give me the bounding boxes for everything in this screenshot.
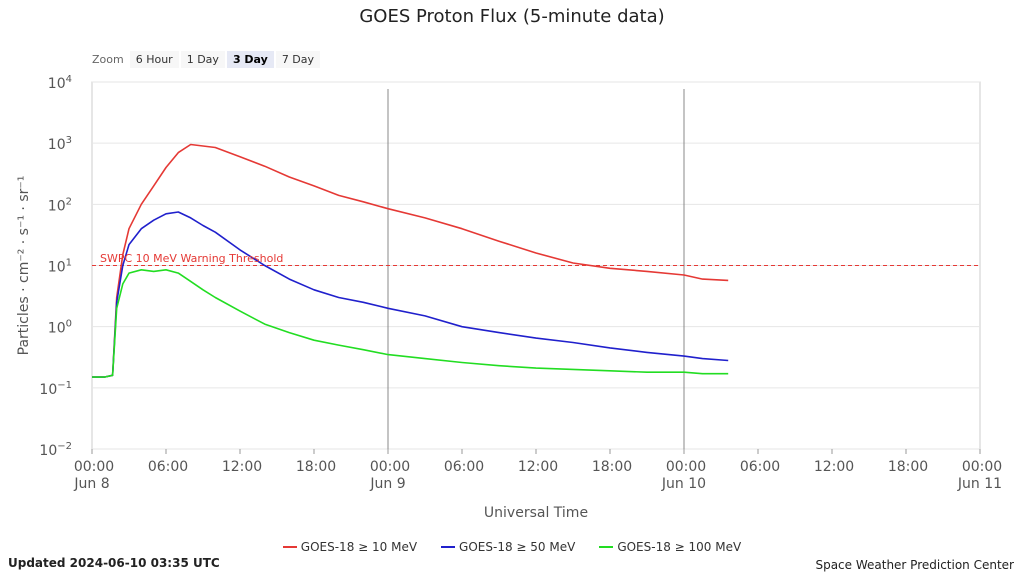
zoom-bar: Zoom 6 Hour 1 Day 3 Day 7 Day [92, 50, 322, 68]
zoom-3-day-button[interactable]: 3 Day [226, 50, 274, 68]
x-tick-label: 00:00 [962, 459, 1002, 475]
zoom-6-hour-button[interactable]: 6 Hour [129, 50, 179, 68]
legend-swatch [441, 546, 456, 548]
legend-label: GOES-18 ≥ 100 MeV [617, 540, 742, 554]
x-tick-label: 18:00 [888, 459, 928, 475]
zoom-7-day-button[interactable]: 7 Day [275, 50, 321, 68]
legend-label: GOES-18 ≥ 10 MeV [300, 540, 418, 554]
legend: GOES-18 ≥ 10 MeV GOES-18 ≥ 50 MeV GOES-1… [0, 540, 1024, 554]
y-tick-label: 102 [48, 196, 72, 214]
x-tick-label: 18:00 [296, 459, 336, 475]
x-tick-date-label: Jun 11 [957, 476, 1002, 492]
y-tick-label: 100 [48, 319, 72, 337]
x-tick-label: 00:00 [74, 459, 114, 475]
x-tick-label: 06:00 [740, 459, 780, 475]
x-tick-date-label: Jun 9 [369, 476, 405, 492]
series-line-1 [92, 211, 729, 378]
x-tick-date-label: Jun 8 [73, 476, 109, 492]
y-tick-label: 10−2 [39, 441, 72, 459]
x-tick-label: 12:00 [518, 459, 558, 475]
x-axis-label: Universal Time [484, 505, 588, 521]
series-lines [92, 143, 729, 378]
x-tick-label: 12:00 [222, 459, 262, 475]
y-axis-label: Particles · cm⁻² · s⁻¹ · sr⁻¹ [16, 176, 32, 356]
series-line-0 [92, 143, 729, 378]
y-tick-label: 104 [48, 74, 72, 92]
credit-text: Space Weather Prediction Center [815, 558, 1014, 572]
legend-item-10mev[interactable]: GOES-18 ≥ 10 MeV [282, 540, 418, 554]
x-tick-label: 00:00 [666, 459, 706, 475]
legend-swatch [282, 546, 297, 548]
x-tick-label: 00:00 [370, 459, 410, 475]
x-tick-label: 06:00 [148, 459, 188, 475]
legend-item-100mev[interactable]: GOES-18 ≥ 100 MeV [599, 540, 741, 554]
chart-title: GOES Proton Flux (5-minute data) [359, 6, 665, 27]
grid [91, 81, 981, 450]
zoom-label: Zoom [92, 52, 124, 66]
y-tick-label: 103 [48, 135, 72, 153]
y-tick-label: 101 [48, 258, 72, 276]
series-line-2 [92, 269, 729, 378]
updated-timestamp: Updated 2024-06-10 03:35 UTC [8, 556, 220, 570]
x-tick-label: 06:00 [444, 459, 484, 475]
y-tick-label: 10−1 [39, 380, 72, 398]
legend-label: GOES-18 ≥ 50 MeV [459, 540, 576, 554]
threshold-label: SWPC 10 MeV Warning Threshold [100, 252, 283, 265]
legend-swatch [599, 546, 614, 548]
x-tick-label: 18:00 [592, 459, 632, 475]
legend-item-50mev[interactable]: GOES-18 ≥ 50 MeV [441, 540, 575, 554]
x-tick-date-label: Jun 10 [661, 476, 706, 492]
x-tick-label: 12:00 [814, 459, 854, 475]
zoom-1-day-button[interactable]: 1 Day [180, 50, 225, 68]
